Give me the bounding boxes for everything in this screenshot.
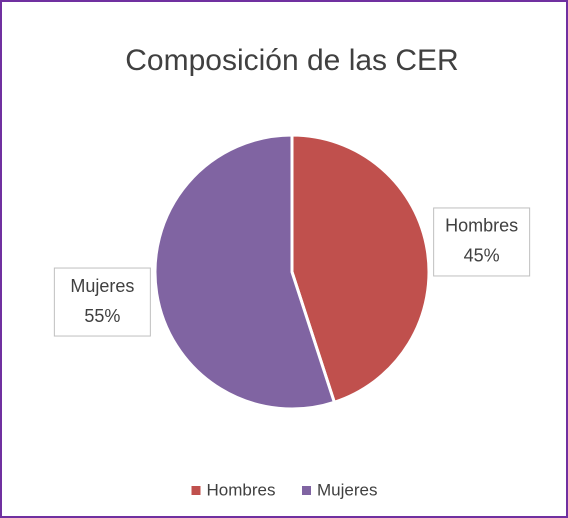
chart-title: Composición de las CER bbox=[125, 44, 458, 77]
data-label-value: 45% bbox=[464, 246, 500, 266]
legend-label: Hombres bbox=[207, 480, 276, 499]
legend-swatch bbox=[302, 486, 311, 495]
pie-slice bbox=[153, 133, 337, 411]
data-label-category: Mujeres bbox=[70, 276, 134, 296]
legend-label: Mujeres bbox=[317, 480, 377, 499]
data-label-box bbox=[53, 267, 151, 337]
data-label-box bbox=[433, 207, 531, 277]
legend-swatch bbox=[191, 486, 201, 495]
pie-slice bbox=[290, 133, 431, 405]
data-label-value: 55% bbox=[84, 306, 120, 326]
data-label-category: Hombres bbox=[445, 216, 518, 236]
